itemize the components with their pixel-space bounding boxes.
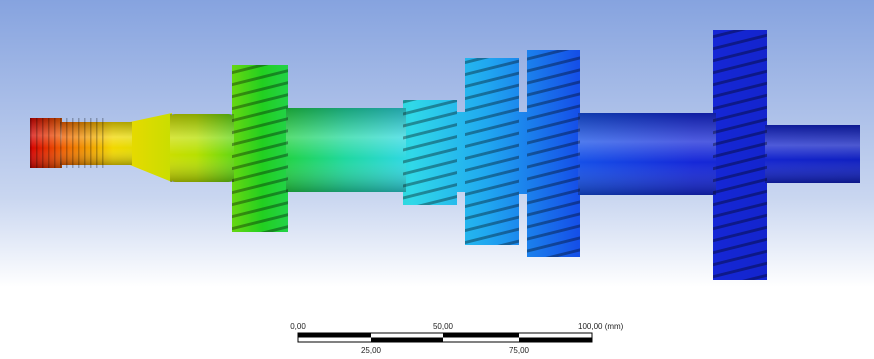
scale-label: 100,00 (mm) <box>578 322 624 331</box>
shaft-model <box>30 30 860 280</box>
scale-label: 75,00 <box>509 346 530 355</box>
scale-label: 50,00 <box>433 322 454 331</box>
scale-label: 25,00 <box>361 346 382 355</box>
scale-label: 0,00 <box>290 322 306 331</box>
scale-bar: 0,00 50,00 100,00 (mm) 25,00 75,00 <box>290 322 623 355</box>
